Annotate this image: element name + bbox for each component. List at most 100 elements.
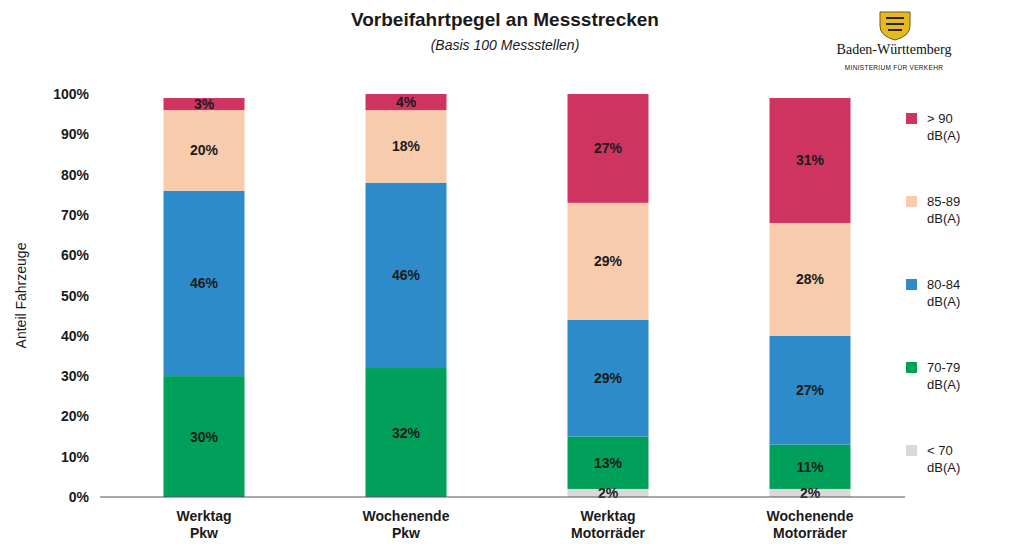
y-tick-label: 40% [61,328,90,344]
x-axis-line [100,497,905,498]
y-tick [96,416,100,417]
bar-segment [770,223,851,336]
legend-label-line: dB(A) [927,128,960,143]
data-label: 46% [392,267,421,283]
data-label: 28% [796,271,825,287]
x-tick-label: WerktagMotorräder [571,508,645,541]
data-label: 11% [796,459,824,475]
data-label: 29% [594,370,623,386]
y-tick [96,295,100,296]
bar-segment [366,110,447,183]
y-tick [96,134,100,135]
bar-segment [568,94,649,203]
legend-label-line: 80-84 [927,277,960,292]
legend-label: > 90 dB(A) [927,111,960,143]
y-tick [96,214,100,215]
bar-segment [164,110,245,191]
legend-label: 85-89 dB(A) [927,194,960,226]
y-axis-label: Anteil Fahrzeuge [13,242,29,348]
y-ticks: 0% 10% 20% 30% 40% 50% 60% 70% 80% 90% 100% [53,86,100,505]
y-tick [96,456,100,457]
legend-swatch [906,113,917,124]
data-labels: 30% 46% 20% 3% 32% 46% 18% 4% 2% 13% 29% 29% 27% 2% 11… [190,94,825,501]
legend-swatch [906,196,917,207]
y-tick [96,376,100,377]
data-label: 18% [392,138,421,154]
legend-label-line: dB(A) [927,294,960,309]
x-tick-label-line: Pkw [190,525,218,541]
bar-segment [770,445,851,489]
data-label: 30% [190,429,219,445]
logo-subtext: MINISTERIUM FÜR VERKEHR [845,64,943,71]
legend-swatch [906,362,917,373]
bar-segment [568,203,649,320]
legend-label-line: dB(A) [927,211,960,226]
logo: Baden-Württemberg MINISTERIUM FÜR VERKEHR [837,12,952,71]
bar-segment [770,336,851,445]
y-tick [96,94,100,95]
legend: > 90dB(A)85-89dB(A)80-84dB(A)70-79dB(A)<… [906,111,960,475]
y-tick-label: 60% [61,247,90,263]
bar-segment [366,368,447,497]
y-tick [96,335,100,336]
y-tick-label: 20% [61,408,90,424]
data-label: 32% [392,425,421,441]
y-tick [96,174,100,175]
legend-label-line: dB(A) [927,460,960,475]
data-label: 2% [598,485,619,501]
x-tick-label: WochenendeMotorräder [767,508,854,541]
data-label: 27% [796,382,825,398]
bar-segment [164,376,245,497]
legend-swatch [906,445,917,456]
legend-label: 80-84 dB(A) [927,277,960,309]
data-label: 27% [594,140,623,156]
legend-label-line: > 90 [927,111,953,126]
x-tick-label-line: Werktag [177,508,232,524]
legend-label-line: < 70 [927,443,953,458]
bar-segment [366,183,447,368]
y-tick-label: 0% [69,489,90,505]
data-label: 46% [190,275,219,291]
bar-segment [568,320,649,437]
y-tick-label: 10% [61,449,90,465]
bar-segment [568,437,649,489]
data-label: 29% [594,253,623,269]
logo-text: Baden-Württemberg [837,42,952,57]
data-label: 20% [190,142,219,158]
bar-segment [164,191,245,376]
x-tick-label-line: Pkw [392,525,420,541]
subtitle: (Basis 100 Messstellen) [431,37,580,53]
y-tick [96,255,100,256]
data-label: 4% [396,94,417,110]
bar-segment [366,94,447,110]
x-tick-label-line: Wochenende [363,508,450,524]
y-tick-label: 100% [53,86,89,102]
title: Vorbeifahrtpegel an Messstrecken [351,9,659,30]
chart: Vorbeifahrtpegel an Messstrecken (Basis 1… [0,0,1010,544]
legend-label: < 70 dB(A) [927,443,960,475]
data-label: 31% [796,152,825,168]
legend-label-line: 85-89 [927,194,960,209]
data-label: 13% [594,455,623,471]
legend-label-line: dB(A) [927,377,960,392]
y-tick-label: 70% [61,207,90,223]
y-tick-label: 30% [61,368,90,384]
x-tick-label-line: Werktag [581,508,636,524]
x-tick-label-line: Motorräder [773,525,847,541]
data-label: 2% [800,485,821,501]
coat-of-arms [880,12,910,40]
y-tick-label: 80% [61,167,90,183]
x-tick-label-line: Motorräder [571,525,645,541]
coat-of-arms-lions [886,18,904,30]
x-tick-label-line: Wochenende [767,508,854,524]
legend-label: 70-79dB(A) [927,360,960,392]
bars [164,94,851,497]
bar-segment [770,98,851,223]
y-tick-label: 90% [61,126,90,142]
x-tick-label: WerktagPkw [177,508,232,541]
data-label: 3% [194,96,215,112]
y-tick-label: 50% [61,288,90,304]
legend-swatch [906,279,917,290]
x-tick-label: WochenendePkw [363,508,450,541]
x-tick-labels: WerktagPkwWochenendePkwWerktagMotorräder… [177,508,854,541]
